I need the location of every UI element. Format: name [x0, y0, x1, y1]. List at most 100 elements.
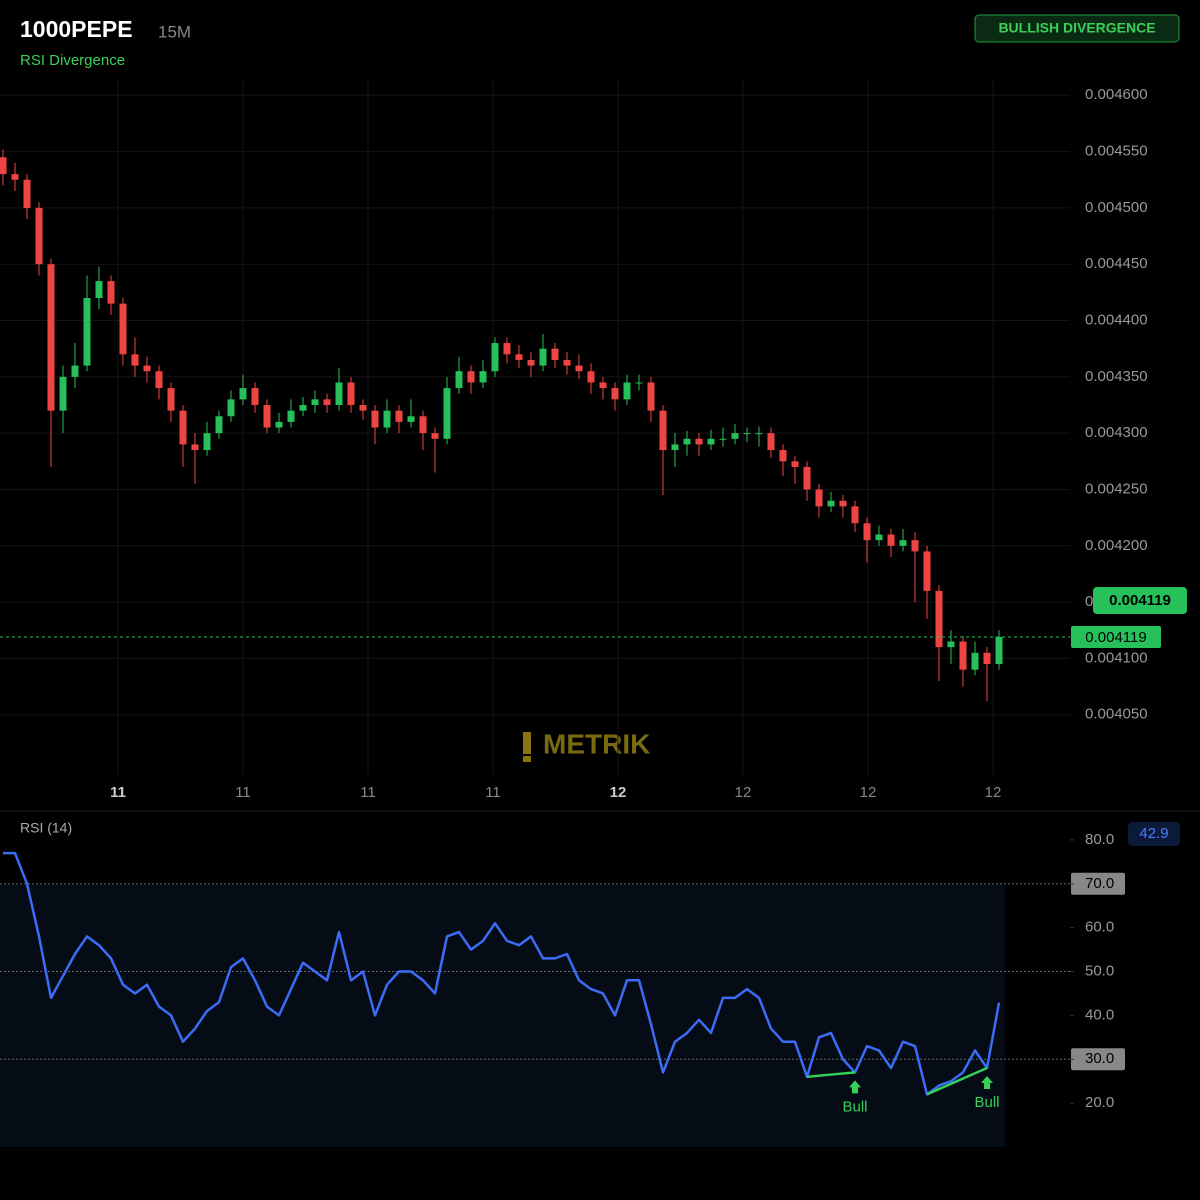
candle-body [695, 438, 703, 445]
candle-body [623, 382, 631, 400]
candle-body [419, 416, 427, 434]
y-tick-label: 0.004300 [1085, 424, 1148, 441]
rsi-tick-label: 20.0 [1085, 1094, 1114, 1111]
rsi-tick-label: 60.0 [1085, 919, 1114, 936]
candle-body [287, 410, 295, 422]
x-tick-label: 11 [485, 784, 501, 801]
candle-body [491, 343, 499, 372]
candle-body [767, 433, 775, 451]
logo-bar [523, 732, 531, 754]
candle-body [887, 534, 895, 546]
price-panel: 11 11 11 11 12 12 12 12 0.004600 0.004550 0.004500… [0, 80, 1187, 801]
candle-body [779, 450, 787, 462]
price-tag-box [1093, 587, 1187, 614]
candle-body [503, 343, 511, 355]
candle-body [95, 281, 103, 298]
subtitle: RSI Divergence [20, 52, 125, 69]
badge-box [974, 14, 1180, 43]
candle-body [323, 399, 331, 405]
x-tick-label: 12 [610, 784, 627, 801]
divergence-label: Bull [974, 1094, 999, 1111]
candle-body [47, 264, 55, 411]
candle-body [539, 348, 547, 366]
candle-body [515, 354, 523, 360]
y-tick-label: 0.004550 [1085, 143, 1148, 160]
candle-body [815, 489, 823, 507]
rsi-tick-label: 70.0 [1085, 875, 1114, 892]
rsi-level-box [1071, 1048, 1125, 1071]
candle-body [959, 641, 967, 670]
candle-body [11, 174, 19, 180]
candle-body [179, 410, 187, 445]
rsi-line [3, 851, 1001, 1096]
candle-body [119, 303, 127, 355]
candle-body [575, 365, 583, 372]
candle-body [911, 540, 919, 552]
rsi-tick-label: 40.0 [1085, 1006, 1114, 1023]
candle-body [191, 444, 199, 451]
candle-body [35, 207, 43, 265]
y-tick-label: 0.004400 [1085, 311, 1148, 328]
watermark: METRIK [543, 728, 650, 759]
x-tick-label: 12 [735, 784, 752, 801]
candle-body [947, 641, 955, 648]
y-tick-label: 0.004500 [1085, 199, 1148, 216]
candle-body [167, 388, 175, 411]
candle-body [83, 298, 91, 366]
candle-body [131, 354, 139, 366]
x-tick-label: 11 [360, 784, 376, 801]
candle-body [827, 500, 835, 507]
divergence-label: Bull [842, 1098, 867, 1115]
candle-body [731, 433, 739, 439]
candle-body [875, 534, 883, 541]
symbol: 1000PEPE [20, 16, 133, 42]
candle-body [347, 382, 355, 405]
candle-body [971, 652, 979, 670]
candle-body [995, 637, 1003, 665]
price-tag: 0.004119 [1109, 592, 1171, 609]
candle-body [227, 399, 235, 417]
candle-body [467, 371, 475, 383]
interval: 15M [158, 22, 191, 41]
x-tick-label: 12 [985, 784, 1002, 801]
rsi-current-box [1128, 822, 1180, 846]
candle-body [479, 371, 487, 383]
candle-body [383, 410, 391, 428]
rsi-tick-label: 50.0 [1085, 963, 1114, 980]
candle-body [311, 399, 319, 405]
candle-body [251, 388, 259, 405]
rsi-title: RSI (14) [20, 820, 72, 836]
candle-body [335, 382, 343, 405]
candle-body [923, 551, 931, 591]
candle-body [263, 405, 271, 428]
x-tick-label: 12 [860, 784, 877, 801]
y-tick-label: 0.004100 [1085, 649, 1148, 666]
candle-body [215, 416, 223, 434]
candle-body [791, 461, 799, 467]
last-price-label: 0.004119 [1085, 629, 1146, 646]
y-tick-label: 0.004450 [1085, 255, 1148, 272]
candle-body [983, 652, 991, 665]
candle-body [671, 444, 679, 451]
candle-body [803, 466, 811, 490]
candle-body [611, 388, 619, 400]
candle-body [935, 590, 943, 648]
bull-arrow [849, 1080, 861, 1094]
candle-body [203, 433, 211, 451]
candle-body [431, 433, 439, 439]
candle-body [851, 506, 859, 524]
candle-body [239, 388, 247, 400]
candle-body [899, 540, 907, 546]
candle-body [59, 376, 67, 411]
candle-body [719, 438, 727, 440]
y-tick-label: 0.004050 [1085, 706, 1148, 723]
candle-body [275, 421, 283, 428]
candle-body [107, 281, 115, 304]
y-tick-label: 0.004250 [1085, 480, 1148, 497]
candle-body [743, 433, 751, 435]
candle-body [371, 410, 379, 428]
candle-body [707, 438, 715, 445]
candle-body [647, 382, 655, 411]
candle-body [71, 365, 79, 377]
candle-body [683, 438, 691, 445]
